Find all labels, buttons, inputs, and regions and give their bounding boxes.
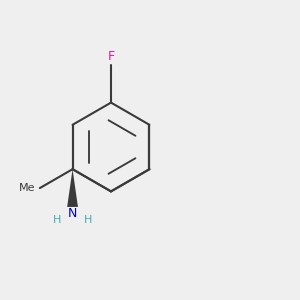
Text: F: F bbox=[107, 50, 115, 63]
Text: N: N bbox=[68, 207, 77, 220]
Text: Me: Me bbox=[19, 183, 35, 193]
Text: H: H bbox=[84, 215, 92, 225]
Polygon shape bbox=[67, 169, 78, 207]
Text: H: H bbox=[53, 215, 61, 225]
